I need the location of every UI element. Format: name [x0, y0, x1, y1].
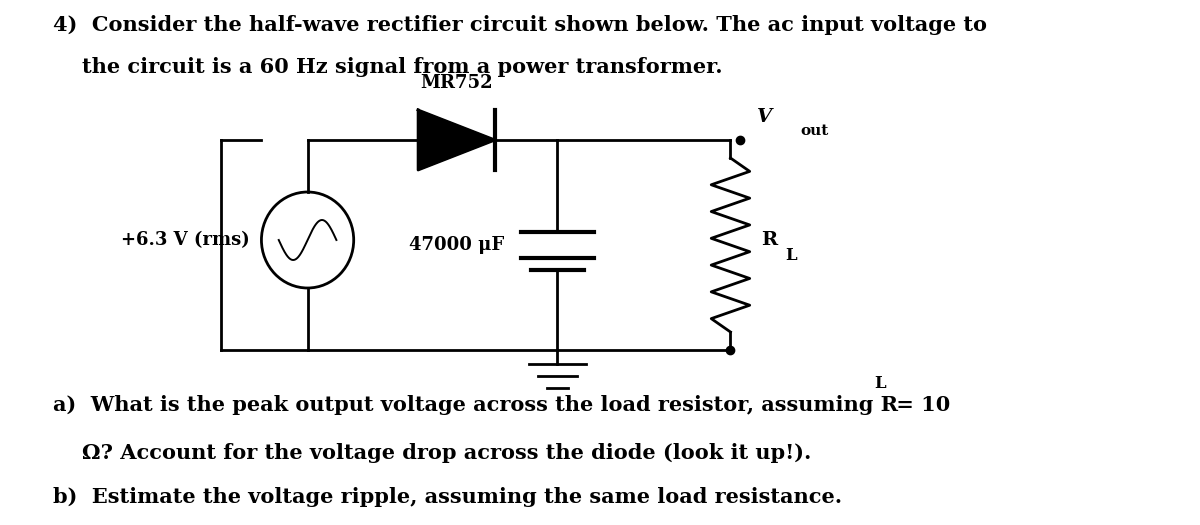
Text: out: out [800, 124, 829, 138]
Text: +6.3 V (rms): +6.3 V (rms) [121, 231, 250, 249]
Polygon shape [418, 110, 494, 170]
Text: L: L [785, 247, 797, 264]
Text: 47000 μF: 47000 μF [409, 236, 505, 254]
Text: a)  What is the peak output voltage across the load resistor, assuming R: a) What is the peak output voltage acros… [53, 395, 898, 415]
Text: L: L [875, 375, 887, 392]
Text: the circuit is a 60 Hz signal from a power transformer.: the circuit is a 60 Hz signal from a pow… [53, 57, 722, 77]
Text: b)  Estimate the voltage ripple, assuming the same load resistance.: b) Estimate the voltage ripple, assuming… [53, 487, 842, 507]
Text: MR752: MR752 [420, 74, 493, 92]
Text: R: R [761, 231, 778, 249]
Text: 4)  Consider the half-wave rectifier circuit shown below. The ac input voltage t: 4) Consider the half-wave rectifier circ… [53, 15, 986, 35]
Text: Ω? Account for the voltage drop across the diode (look it up!).: Ω? Account for the voltage drop across t… [53, 443, 811, 463]
Text: V: V [757, 108, 773, 126]
Text: = 10: = 10 [889, 395, 950, 415]
